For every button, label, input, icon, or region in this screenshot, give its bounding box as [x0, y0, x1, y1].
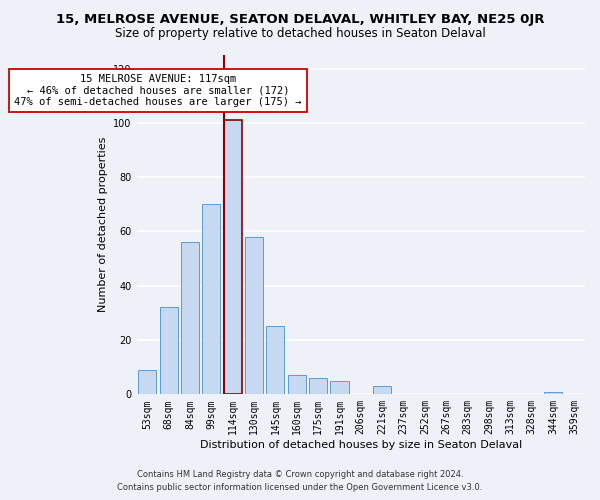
Bar — [544, 392, 562, 394]
Text: 15, MELROSE AVENUE, SEATON DELAVAL, WHITLEY BAY, NE25 0JR: 15, MELROSE AVENUE, SEATON DELAVAL, WHIT… — [56, 12, 544, 26]
Bar — [202, 204, 220, 394]
Y-axis label: Number of detached properties: Number of detached properties — [98, 137, 107, 312]
Bar — [245, 237, 263, 394]
Bar — [160, 308, 178, 394]
Text: Size of property relative to detached houses in Seaton Delaval: Size of property relative to detached ho… — [115, 28, 485, 40]
Bar — [181, 242, 199, 394]
Bar — [266, 326, 284, 394]
Bar — [331, 381, 349, 394]
Bar — [287, 376, 306, 394]
X-axis label: Distribution of detached houses by size in Seaton Delaval: Distribution of detached houses by size … — [200, 440, 522, 450]
Text: Contains HM Land Registry data © Crown copyright and database right 2024.
Contai: Contains HM Land Registry data © Crown c… — [118, 470, 482, 492]
Text: 15 MELROSE AVENUE: 117sqm
← 46% of detached houses are smaller (172)
47% of semi: 15 MELROSE AVENUE: 117sqm ← 46% of detac… — [14, 74, 302, 107]
Bar — [224, 120, 242, 394]
Bar — [373, 386, 391, 394]
Bar — [309, 378, 327, 394]
Bar — [138, 370, 157, 394]
